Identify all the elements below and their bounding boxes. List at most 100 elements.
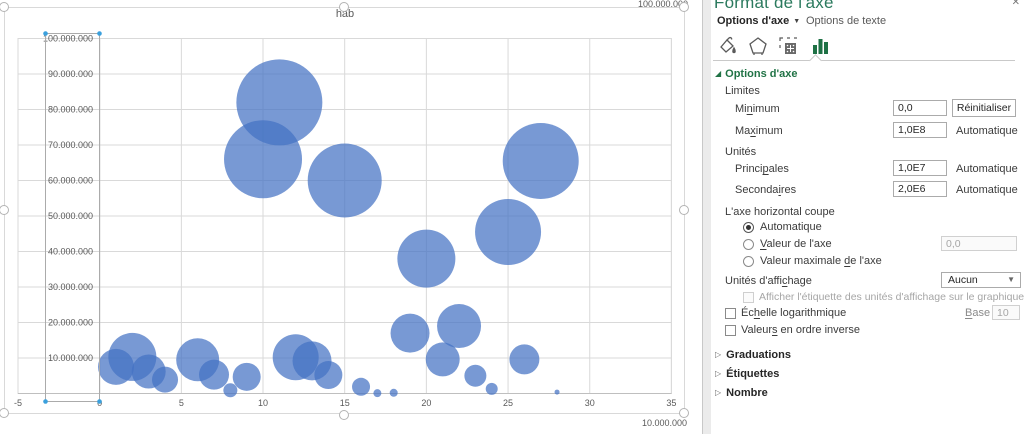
y-axis-tick-label: 80.000.000	[48, 105, 93, 115]
chart-resize-handle[interactable]	[679, 205, 689, 215]
chevron-down-icon[interactable]: ▼	[793, 18, 801, 25]
dropdown-caret-icon[interactable]: ▼	[1007, 275, 1015, 284]
axis-selection-handle[interactable]	[43, 399, 48, 404]
y-axis-tick-label: 20.000.000	[48, 318, 93, 328]
y-axis-tick-label: 90.000.000	[48, 69, 93, 79]
fill-line-icon[interactable]	[717, 35, 739, 57]
y-axis-tick-label: 10.000.000	[48, 353, 93, 363]
reset-button[interactable]: Réinitialiser	[952, 99, 1016, 117]
expand-triangle-icon[interactable]: ▷	[715, 369, 722, 378]
close-icon[interactable]: ✕	[1011, 0, 1020, 8]
maximum-input[interactable]: 1,0E8	[893, 122, 947, 138]
show-units-label: Afficher l'étiquette des unités d'affich…	[759, 291, 1024, 303]
worksheet-chart-region: 100.000.00010.000.00000000000100.000.000…	[0, 0, 700, 434]
valeur-axe-input: 0,0	[941, 236, 1017, 251]
radio-valeur-max[interactable]	[743, 256, 754, 267]
radio-valeur-axe[interactable]	[743, 239, 754, 250]
y-axis-tick-label: 40.000.000	[48, 247, 93, 257]
x-axis-tick-label: 20	[421, 398, 431, 408]
section-graduations[interactable]: ▷ Graduations	[715, 349, 791, 361]
x-axis-tick-label: 35	[666, 398, 676, 408]
bubble[interactable]	[437, 304, 482, 349]
principales-input[interactable]: 1,0E7	[893, 160, 947, 176]
bubble[interactable]	[390, 313, 430, 353]
display-units-dropdown[interactable]: Aucun ▼	[941, 272, 1021, 288]
bubble[interactable]	[236, 59, 323, 146]
bubble[interactable]	[464, 364, 487, 387]
chart-resize-handle[interactable]	[679, 408, 689, 418]
axis-selection-handle[interactable]	[97, 399, 102, 404]
bubble[interactable]	[232, 362, 261, 391]
checkbox-show-units-label	[743, 292, 754, 303]
secondaires-input[interactable]: 2,0E6	[893, 181, 947, 197]
y-axis-tick-label: 60.000.000	[48, 176, 93, 186]
x-axis-tick-label: 30	[585, 398, 595, 408]
log-scale-label: Échelle logarithmique	[741, 307, 847, 319]
axis-selection-box[interactable]	[45, 33, 100, 402]
section-nombre[interactable]: ▷ Nombre	[715, 387, 768, 399]
tab-text-options[interactable]: Options de texte	[806, 15, 887, 27]
minimum-label: Minimum	[735, 103, 780, 115]
maximum-auto-label: Automatique	[956, 125, 1018, 137]
checkbox-log-scale[interactable]	[725, 308, 736, 319]
checkbox-reverse-order[interactable]	[725, 325, 736, 336]
bubble[interactable]	[352, 377, 371, 396]
x-axis-tick-label: 25	[503, 398, 513, 408]
chart-resize-handle[interactable]	[0, 2, 9, 12]
y-axis-tick-label: 50.000.000	[48, 211, 93, 221]
radio-automatique[interactable]	[743, 222, 754, 233]
y-axis-tick-label: 30.000.000	[48, 282, 93, 292]
bubble[interactable]	[554, 389, 560, 395]
size-properties-icon[interactable]	[777, 35, 799, 57]
x-axis-tick-label: -5	[14, 398, 22, 408]
bubble[interactable]	[425, 342, 460, 377]
bubble[interactable]	[223, 383, 238, 398]
bubble[interactable]	[502, 122, 579, 199]
bubble-chart[interactable]: 100.000.00010.000.00000000000100.000.000…	[0, 0, 699, 434]
minimum-input[interactable]: 0,0	[893, 100, 947, 116]
radio-valeur-axe-label: Valeur de l'axe	[760, 238, 832, 250]
axis-options-chart-icon[interactable]	[809, 35, 831, 57]
bubble[interactable]	[373, 389, 382, 398]
principales-auto-label: Automatique	[956, 163, 1018, 175]
display-units-label: Unités d'affichage	[725, 275, 812, 287]
bubble[interactable]	[397, 229, 456, 288]
axis-selection-handle[interactable]	[43, 31, 48, 36]
bubble[interactable]	[152, 366, 179, 393]
x-axis-tick-label: 5	[179, 398, 184, 408]
x-axis-tick-label: 10	[258, 398, 268, 408]
expand-triangle-icon[interactable]: ▷	[715, 388, 722, 397]
expand-triangle-icon[interactable]: ▷	[715, 350, 722, 359]
bubble[interactable]	[389, 388, 398, 397]
secondaires-label: Secondaires	[735, 184, 797, 196]
collapse-triangle-icon[interactable]: ◢	[715, 69, 722, 78]
secondaires-auto-label: Automatique	[956, 184, 1018, 196]
tab-axis-options[interactable]: Options d'axe ▼	[717, 15, 801, 27]
chart-title: hab	[336, 8, 354, 20]
x-axis-tick-label: 15	[340, 398, 350, 408]
pane-title: Format de l'axe	[714, 0, 834, 12]
chart-resize-handle[interactable]	[339, 2, 349, 12]
background-axis-top-label: 100.000.000	[638, 0, 688, 9]
background-axis-bottom-label: 10.000.000	[642, 418, 687, 428]
bubble[interactable]	[199, 359, 230, 390]
principales-label: Principales	[735, 163, 789, 175]
axis-selection-handle[interactable]	[97, 31, 102, 36]
bubble[interactable]	[475, 198, 542, 265]
section-axis-options[interactable]: ◢ Options d'axe	[715, 68, 798, 80]
chart-resize-handle[interactable]	[0, 408, 9, 418]
bubble[interactable]	[314, 361, 343, 390]
bubble[interactable]	[485, 382, 498, 395]
bubble[interactable]	[509, 344, 540, 375]
y-axis-tick-label: 100.000.000	[43, 34, 93, 44]
icon-row-divider	[713, 60, 1015, 61]
section-etiquettes[interactable]: ▷ Étiquettes	[715, 368, 780, 380]
effects-icon[interactable]	[747, 35, 769, 57]
reverse-order-label: Valeurs en ordre inverse	[741, 324, 861, 336]
bubble[interactable]	[307, 143, 382, 218]
chart-resize-handle[interactable]	[0, 205, 9, 215]
chart-resize-handle[interactable]	[339, 410, 349, 420]
format-axis-pane: Format de l'axe ✕ Options d'axe ▼ Options…	[711, 0, 1024, 434]
radio-automatique-label: Automatique	[760, 221, 822, 233]
chart-resize-handle[interactable]	[679, 2, 689, 12]
